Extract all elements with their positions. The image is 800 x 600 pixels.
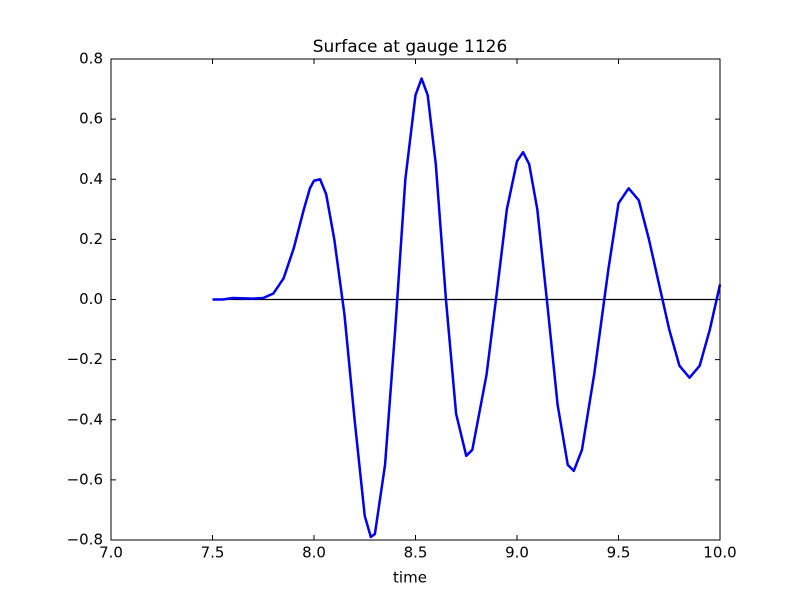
x-tick-label: 10.0	[703, 544, 736, 562]
x-tick-label: 7.5	[201, 544, 225, 562]
plot-frame	[110, 58, 721, 541]
chart-title: Surface at gauge 1126	[313, 37, 508, 57]
y-tick-label: −0.4	[67, 410, 103, 428]
y-tick-label: −0.2	[67, 350, 103, 368]
data-line	[212, 77, 722, 539]
x-axis-label: time	[393, 569, 427, 587]
x-tick-label: 8.5	[404, 544, 428, 562]
y-tick-label: −0.6	[67, 470, 103, 488]
x-tick-label: 9.5	[607, 544, 631, 562]
x-tick-label: 7.0	[99, 544, 123, 562]
y-tick-label: 0.6	[79, 110, 103, 128]
y-tick-label: 0.8	[79, 50, 103, 68]
x-tick-label: 8.0	[302, 544, 326, 562]
y-tick-label: 0.0	[79, 290, 103, 308]
y-tick-label: −0.8	[67, 531, 103, 549]
y-tick-label: 0.2	[79, 230, 103, 248]
x-tick-label: 9.0	[505, 544, 529, 562]
y-tick-label: 0.4	[79, 170, 103, 188]
